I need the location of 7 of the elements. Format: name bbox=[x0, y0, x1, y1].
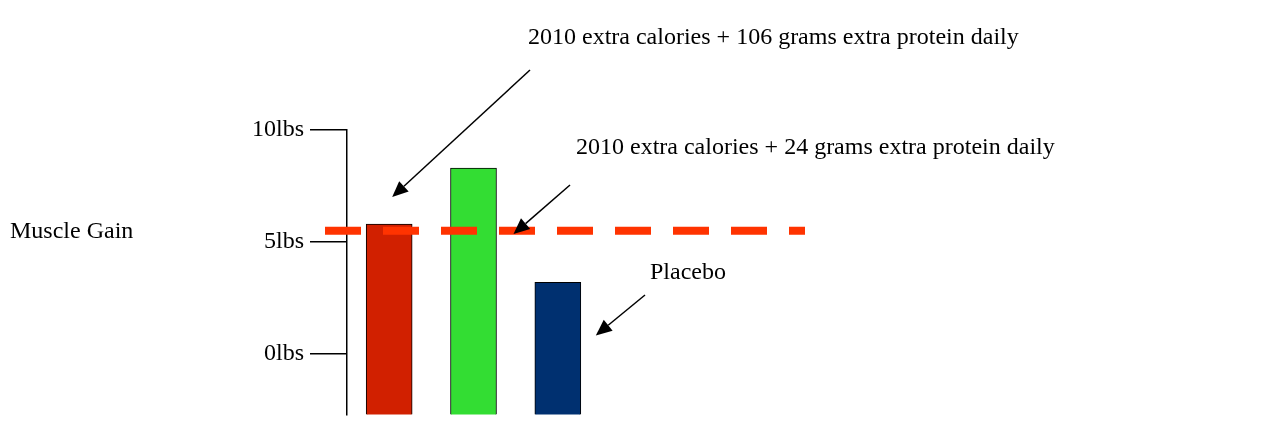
y-tick-label: 5lbs bbox=[263, 227, 304, 254]
y-tick-label: 10lbs bbox=[251, 115, 304, 142]
y-tick-label: 0lbs bbox=[263, 339, 304, 366]
y-axis-title: Muscle Gain bbox=[10, 217, 134, 244]
text: Placebo bbox=[650, 258, 726, 285]
text: 2010 extra calories + 106 grams extra protein daily bbox=[528, 23, 1019, 50]
annotation: 2010 extra calories + 24 grams extra protein daily bbox=[576, 133, 1055, 160]
